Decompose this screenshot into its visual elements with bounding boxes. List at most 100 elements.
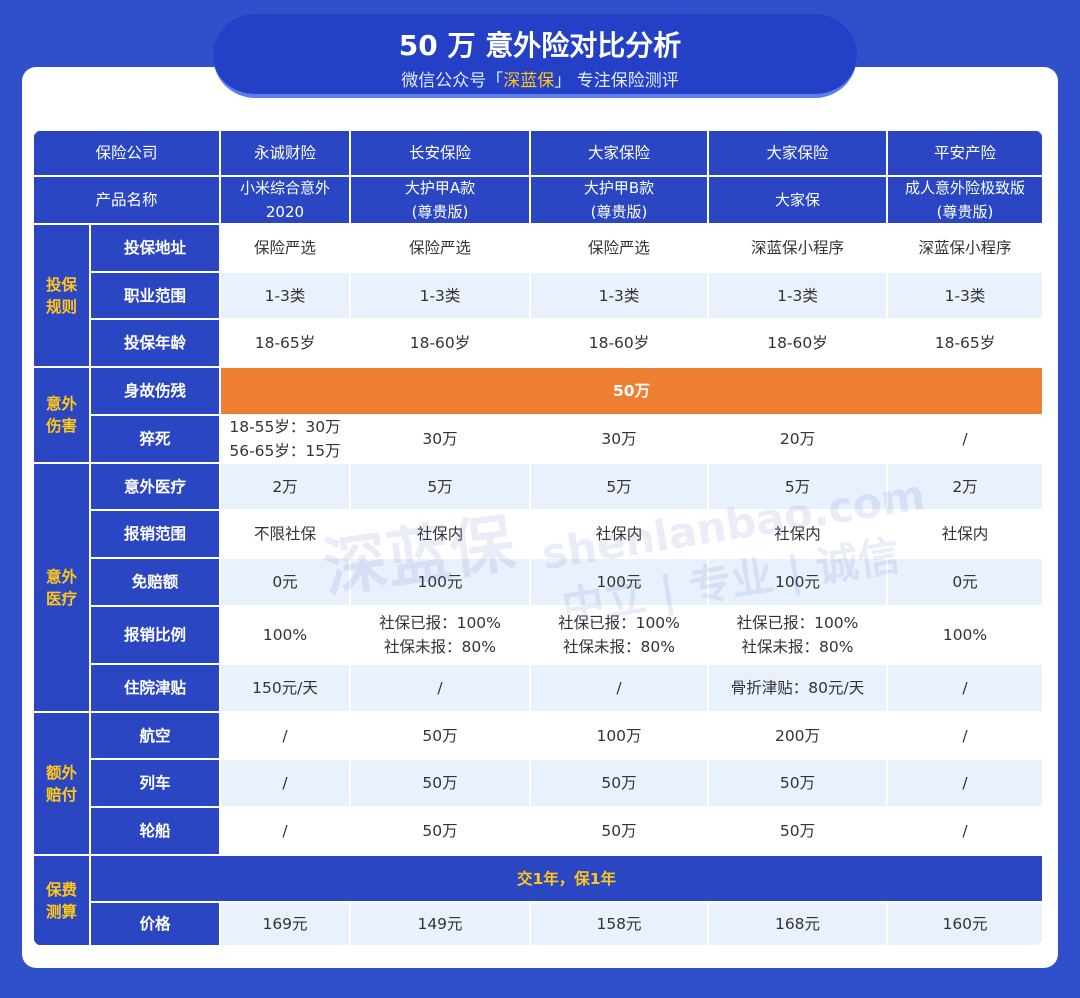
row-label: 报销比例 bbox=[91, 607, 219, 663]
data-cell: 1-3类 bbox=[351, 273, 529, 318]
data-cell: / bbox=[531, 665, 707, 711]
merged-cell: 50万 bbox=[221, 368, 1042, 414]
data-cell: 社保内 bbox=[888, 511, 1042, 557]
header-cell: 大家保险 bbox=[709, 131, 886, 175]
row-label: 免赔额 bbox=[91, 559, 219, 605]
data-cell: 30万 bbox=[351, 416, 529, 462]
data-cell: 保险严选 bbox=[221, 225, 349, 271]
row-label: 报销范围 bbox=[91, 511, 219, 557]
data-cell: / bbox=[888, 808, 1042, 854]
data-cell: 169元 bbox=[221, 903, 349, 945]
row-label: 住院津贴 bbox=[91, 665, 219, 711]
data-cell: 50万 bbox=[531, 760, 707, 806]
data-cell: 1-3类 bbox=[709, 273, 886, 318]
data-cell: 1-3类 bbox=[531, 273, 707, 318]
data-cell: 5万 bbox=[531, 464, 707, 509]
data-cell: 5万 bbox=[351, 464, 529, 509]
subtitle: 微信公众号「深蓝保」 专注保险测评 bbox=[0, 66, 1080, 91]
data-cell: 0元 bbox=[221, 559, 349, 605]
data-cell: 20万 bbox=[709, 416, 886, 462]
data-cell: 100元 bbox=[709, 559, 886, 605]
data-cell: 50万 bbox=[351, 760, 529, 806]
data-cell: 2万 bbox=[888, 464, 1042, 509]
data-cell: 5万 bbox=[709, 464, 886, 509]
row-label: 职业范围 bbox=[91, 273, 219, 318]
data-cell: 158元 bbox=[531, 903, 707, 945]
data-cell: 深蓝保小程序 bbox=[709, 225, 886, 271]
data-cell: 149元 bbox=[351, 903, 529, 945]
data-cell: 100元 bbox=[531, 559, 707, 605]
data-cell: 18-60岁 bbox=[351, 320, 529, 366]
data-cell: 100元 bbox=[351, 559, 529, 605]
data-cell: 50万 bbox=[351, 808, 529, 854]
row-label: 价格 bbox=[91, 903, 219, 945]
data-cell: / bbox=[221, 713, 349, 758]
row-label: 投保地址 bbox=[91, 225, 219, 271]
data-cell: 保险严选 bbox=[351, 225, 529, 271]
row-label: 意外医疗 bbox=[91, 464, 219, 509]
data-cell: 100% bbox=[888, 607, 1042, 663]
data-cell: / bbox=[888, 713, 1042, 758]
data-cell: 不限社保 bbox=[221, 511, 349, 557]
group-label: 意外 伤害 bbox=[34, 368, 89, 462]
data-cell: 200万 bbox=[709, 713, 886, 758]
data-cell: / bbox=[888, 416, 1042, 462]
data-cell: 1-3类 bbox=[888, 273, 1042, 318]
data-cell: 50万 bbox=[709, 760, 886, 806]
header-cell: 长安保险 bbox=[351, 131, 529, 175]
header-cell: 大护甲A款 (尊贵版) bbox=[351, 177, 529, 223]
group-label: 意外 医疗 bbox=[34, 464, 89, 711]
title: 50 万 意外险对比分析 bbox=[398, 29, 682, 62]
header-banner bbox=[213, 14, 857, 98]
group-label: 保费 测算 bbox=[34, 856, 89, 945]
data-cell: 社保内 bbox=[531, 511, 707, 557]
data-cell: 30万 bbox=[531, 416, 707, 462]
data-cell: 社保已报：100% 社保未报：80% bbox=[351, 607, 529, 663]
row-label: 航空 bbox=[91, 713, 219, 758]
data-cell: 18-65岁 bbox=[221, 320, 349, 366]
data-cell: 18-60岁 bbox=[531, 320, 707, 366]
merged-cell: 交1年，保1年 bbox=[91, 856, 1042, 901]
data-cell: / bbox=[888, 760, 1042, 806]
data-cell: 168元 bbox=[709, 903, 886, 945]
data-cell: 骨折津贴：80元/天 bbox=[709, 665, 886, 711]
group-label: 额外 赔付 bbox=[34, 713, 89, 854]
comparison-table: 保险公司 永诚财险 长安保险 大家保险 大家保险 平安产险 产品名称 小米综合意外 2020 大… bbox=[33, 130, 1043, 946]
row-label: 猝死 bbox=[91, 416, 219, 462]
data-cell: 100万 bbox=[531, 713, 707, 758]
data-cell: / bbox=[351, 665, 529, 711]
data-cell: 0元 bbox=[888, 559, 1042, 605]
data-cell: 2万 bbox=[221, 464, 349, 509]
header-label: 产品名称 bbox=[34, 177, 219, 223]
data-cell: 深蓝保小程序 bbox=[888, 225, 1042, 271]
row-label: 轮船 bbox=[91, 808, 219, 854]
header-label: 保险公司 bbox=[34, 131, 219, 175]
data-cell: 50万 bbox=[709, 808, 886, 854]
data-cell: / bbox=[888, 665, 1042, 711]
row-label: 投保年龄 bbox=[91, 320, 219, 366]
data-cell: 50万 bbox=[351, 713, 529, 758]
subtitle-text: 微信公众号「 bbox=[401, 71, 504, 91]
row-label: 身故伤残 bbox=[91, 368, 219, 414]
data-cell: 18-55岁：30万 56-65岁：15万 bbox=[221, 416, 349, 462]
header-cell: 平安产险 bbox=[888, 131, 1042, 175]
data-cell: 50万 bbox=[531, 808, 707, 854]
header-cell: 小米综合意外 2020 bbox=[221, 177, 349, 223]
data-cell: / bbox=[221, 760, 349, 806]
header-cell: 大家保 bbox=[709, 177, 886, 223]
header-cell: 成人意外险极致版 (尊贵版) bbox=[888, 177, 1042, 223]
subtitle-brand: 深蓝保 bbox=[503, 71, 555, 91]
data-cell: 社保已报：100% 社保未报：80% bbox=[709, 607, 886, 663]
data-cell: 160元 bbox=[888, 903, 1042, 945]
data-cell: / bbox=[221, 808, 349, 854]
data-cell: 1-3类 bbox=[221, 273, 349, 318]
data-cell: 保险严选 bbox=[531, 225, 707, 271]
header-cell: 永诚财险 bbox=[221, 131, 349, 175]
data-cell: 150元/天 bbox=[221, 665, 349, 711]
data-cell: 100% bbox=[221, 607, 349, 663]
header-cell: 大家保险 bbox=[531, 131, 707, 175]
data-cell: 18-65岁 bbox=[888, 320, 1042, 366]
data-cell: 18-60岁 bbox=[709, 320, 886, 366]
data-cell: 社保内 bbox=[709, 511, 886, 557]
